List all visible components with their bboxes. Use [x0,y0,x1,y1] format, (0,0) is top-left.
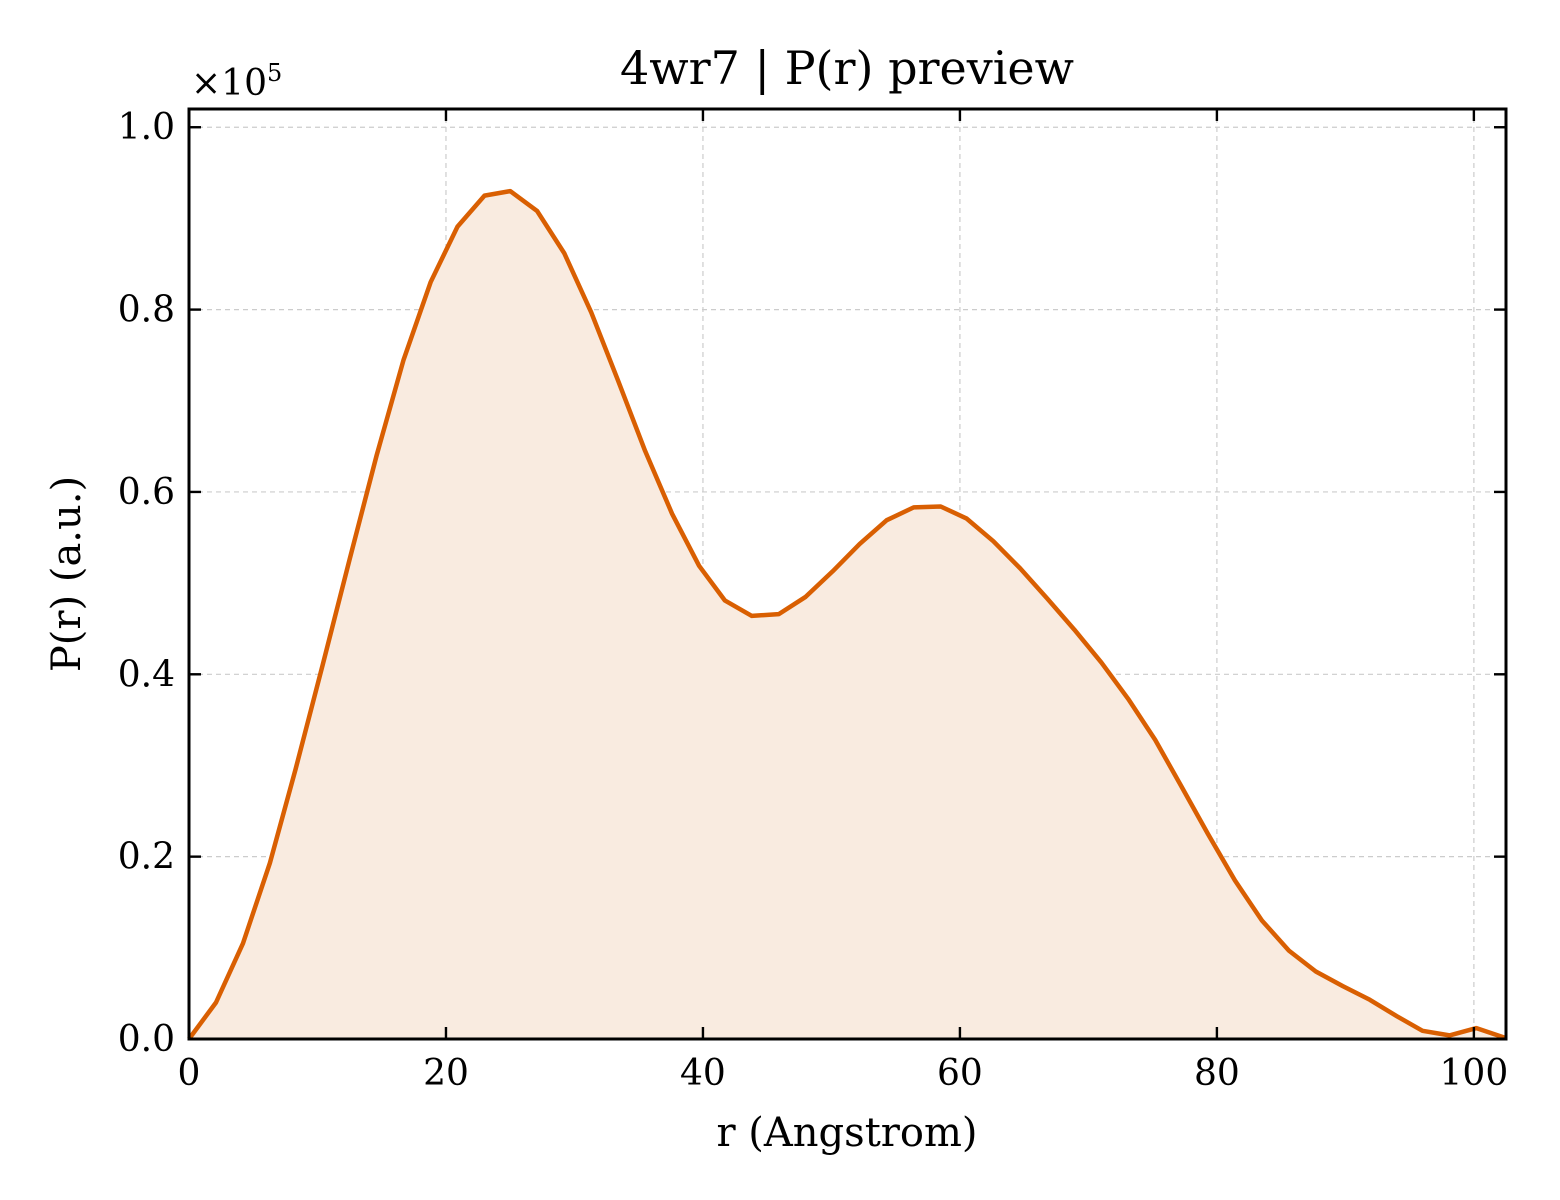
x-tick-label: 80 [1194,1053,1240,1094]
y-tick-label: 0.4 [118,654,175,695]
pr-series-line [187,188,1507,1041]
tick-layer: 0 20 40 60 80 100 0.0 0.2 0.4 0.6 0.8 1.0 [118,107,1509,1094]
chart-title: 4wr7 | P(r) preview [620,41,1074,95]
y-tick-label: 0.8 [118,290,175,331]
x-tick-label: 0 [178,1053,201,1094]
y-tick-label: 0.0 [118,1019,175,1060]
y-multiplier-base: ×10 [191,63,267,104]
y-multiplier-exp: 5 [267,59,282,87]
x-tick-label: 40 [680,1053,726,1094]
x-tick-label: 20 [423,1053,469,1094]
pr-area-fill [189,191,1506,1040]
x-axis-label: r (Angstrom) [716,1110,977,1156]
y-tick-label: 0.6 [118,472,175,513]
x-tick-label: 100 [1440,1053,1509,1094]
y-tick-label: 1.0 [118,107,175,148]
y-tick-label: 0.2 [118,837,175,878]
y-multiplier: ×105 [191,59,282,104]
plot-frame [187,107,1508,1041]
y-axis-label: P(r) (a.u.) [44,476,90,672]
x-tick-label: 60 [937,1053,983,1094]
